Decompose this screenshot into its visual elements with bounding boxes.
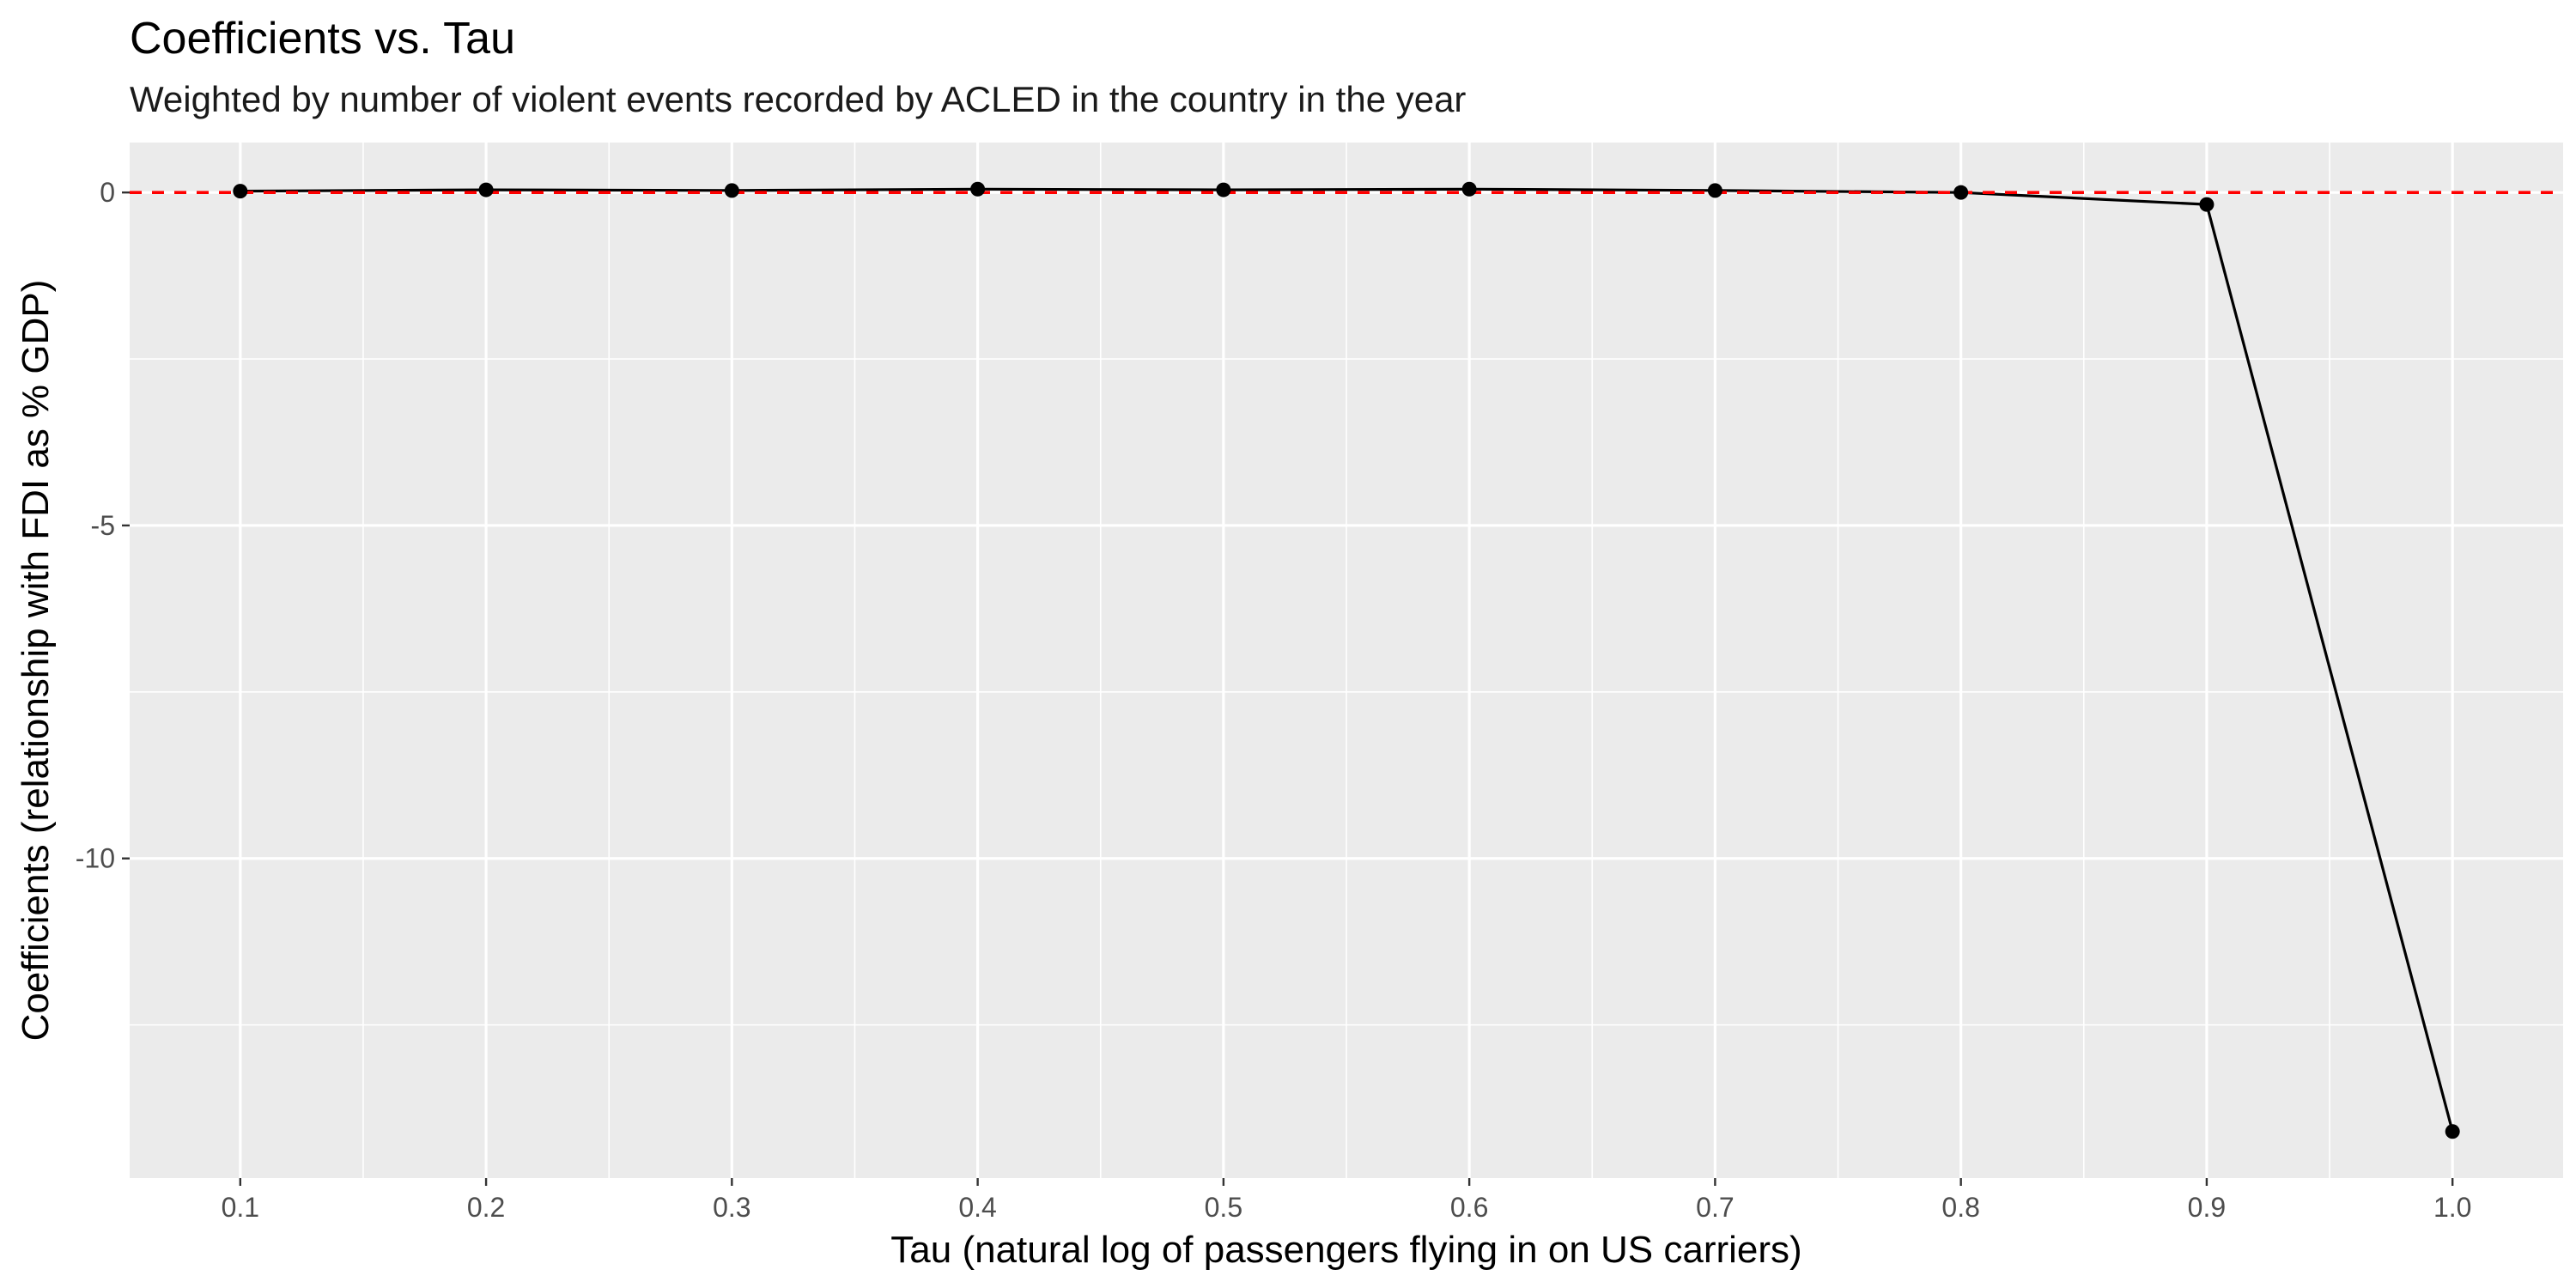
data-point	[1707, 183, 1722, 198]
x-tick-label: 0.1	[222, 1192, 259, 1223]
x-tick-label: 0.4	[958, 1192, 996, 1223]
x-axis-ticks: 0.1 0.2 0.3 0.4 0.5 0.6 0.7 0.8 0.9 1.0	[222, 1178, 2471, 1223]
data-point	[478, 182, 494, 197]
x-axis-title: Tau (natural log of passengers flying in…	[890, 1229, 1801, 1271]
data-point	[1953, 185, 1969, 200]
grid-major	[130, 143, 2563, 1178]
x-tick-label: 1.0	[2433, 1192, 2471, 1223]
x-tick-label: 0.7	[1696, 1192, 1734, 1223]
data-point	[2445, 1124, 2460, 1139]
data-point	[724, 183, 739, 198]
chart-title: Coefficients vs. Tau	[130, 14, 515, 64]
y-tick-label: -5	[91, 510, 115, 541]
x-tick-label: 0.2	[467, 1192, 505, 1223]
x-tick-label: 0.5	[1205, 1192, 1242, 1223]
x-tick-label: 0.9	[2188, 1192, 2226, 1223]
y-axis-ticks: 0 -5 -10	[76, 177, 130, 874]
series-line	[240, 187, 2454, 1133]
data-points	[233, 181, 2460, 1139]
data-point	[2199, 197, 2215, 212]
data-point	[233, 184, 248, 199]
chart-subtitle: Weighted by number of violent events rec…	[130, 79, 1466, 119]
grid-minor	[130, 143, 2563, 1178]
y-tick-label: 0	[100, 177, 115, 208]
y-tick-label: -10	[76, 843, 115, 874]
y-axis-title: Coefficients (relationship with FDI as %…	[15, 280, 57, 1042]
data-point	[970, 181, 986, 197]
x-tick-label: 0.3	[713, 1192, 750, 1223]
data-point	[1216, 182, 1231, 197]
data-point	[1461, 181, 1477, 197]
x-tick-label: 0.8	[1941, 1192, 1979, 1223]
x-tick-label: 0.6	[1450, 1192, 1488, 1223]
